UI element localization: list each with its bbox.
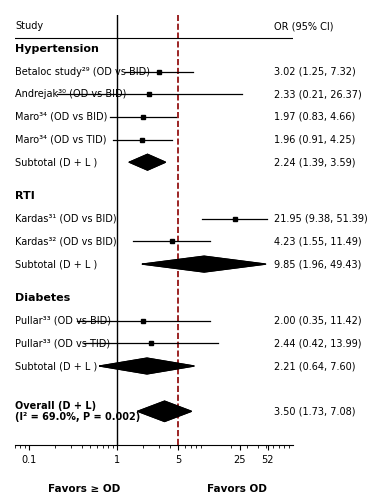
Text: Maro³⁴ (OD vs TID): Maro³⁴ (OD vs TID) [15,134,107,144]
Text: 3.50 (1.73, 7.08): 3.50 (1.73, 7.08) [274,406,356,416]
Polygon shape [100,358,194,374]
Text: 2.21 (0.64, 7.60): 2.21 (0.64, 7.60) [274,361,356,371]
Text: Pullar³³ (OD vs TID): Pullar³³ (OD vs TID) [15,338,110,348]
Text: 21.95 (9.38, 51.39): 21.95 (9.38, 51.39) [274,214,368,224]
Text: Study: Study [15,22,43,32]
Text: Kardas³² (OD vs BID): Kardas³² (OD vs BID) [15,236,117,246]
Text: Andrejak³⁰ (OD vs BID): Andrejak³⁰ (OD vs BID) [15,90,126,100]
Text: 1.96 (0.91, 4.25): 1.96 (0.91, 4.25) [274,134,356,144]
Text: 2.00 (0.35, 11.42): 2.00 (0.35, 11.42) [274,316,362,326]
Text: 9.85 (1.96, 49.43): 9.85 (1.96, 49.43) [274,259,362,269]
Text: Subtotal (D + L ): Subtotal (D + L ) [15,157,97,167]
Text: Subtotal (D + L ): Subtotal (D + L ) [15,259,97,269]
Polygon shape [142,256,266,272]
Text: Kardas³¹ (OD vs BID): Kardas³¹ (OD vs BID) [15,214,117,224]
Text: 3.02 (1.25, 7.32): 3.02 (1.25, 7.32) [274,66,356,76]
Text: 2.24 (1.39, 3.59): 2.24 (1.39, 3.59) [274,157,356,167]
Text: RTI: RTI [15,191,35,201]
Text: Hypertension: Hypertension [15,44,99,54]
Text: Maro³⁴ (OD vs BID): Maro³⁴ (OD vs BID) [15,112,107,122]
Text: Pullar³³ (OD vs BID): Pullar³³ (OD vs BID) [15,316,111,326]
Text: 2.44 (0.42, 13.99): 2.44 (0.42, 13.99) [274,338,362,348]
Text: Diabetes: Diabetes [15,293,70,303]
Polygon shape [138,401,191,421]
Polygon shape [129,154,165,170]
Text: 4.23 (1.55, 11.49): 4.23 (1.55, 11.49) [274,236,362,246]
Text: Favors ≥ OD: Favors ≥ OD [48,484,120,494]
Text: Betaloc study²⁹ (OD vs BID): Betaloc study²⁹ (OD vs BID) [15,66,150,76]
Text: Favors OD: Favors OD [207,484,267,494]
Text: OR (95% CI): OR (95% CI) [274,22,334,32]
Text: 1.97 (0.83, 4.66): 1.97 (0.83, 4.66) [274,112,356,122]
Text: 2.33 (0.21, 26.37): 2.33 (0.21, 26.37) [274,90,362,100]
Text: Subtotal (D + L ): Subtotal (D + L ) [15,361,97,371]
Text: Overall (D + L)
(I² = 69.0%, P = 0.002): Overall (D + L) (I² = 69.0%, P = 0.002) [15,400,140,422]
